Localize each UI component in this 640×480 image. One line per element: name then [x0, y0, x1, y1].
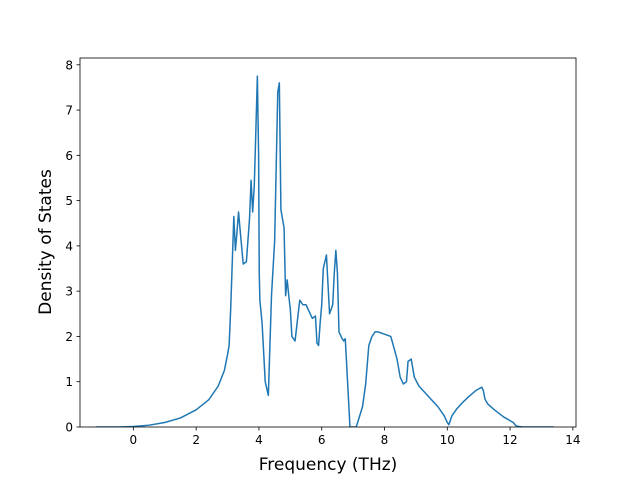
x-tick-label: 4 [255, 433, 263, 447]
y-tick-label: 6 [65, 149, 73, 163]
x-tick-label: 6 [318, 433, 326, 447]
plot-area [79, 57, 577, 428]
axes-frame [79, 57, 577, 428]
x-tick-label: 10 [440, 433, 455, 447]
x-tick-label: 0 [130, 433, 138, 447]
y-tick-label: 4 [65, 239, 73, 253]
y-tick-label: 0 [65, 421, 73, 435]
x-axis-label: Frequency (THz) [259, 455, 398, 475]
y-tick-label: 1 [65, 375, 73, 389]
y-tick-label: 5 [65, 194, 73, 208]
x-tick-label: 2 [192, 433, 200, 447]
y-tick-label: 8 [65, 58, 73, 72]
x-axis-ticks: 0 2 4 6 8 10 12 14 [130, 427, 581, 447]
y-axis-ticks: 0 1 2 3 4 5 6 7 8 [65, 58, 80, 435]
series-line-0 [95, 75, 555, 427]
x-tick-label: 12 [502, 433, 517, 447]
y-tick-label: 7 [65, 104, 73, 118]
y-axis-label: Density of States [36, 169, 56, 315]
y-tick-label: 2 [65, 330, 73, 344]
x-tick-label: 14 [565, 433, 580, 447]
x-tick-label: 8 [381, 433, 389, 447]
y-tick-label: 3 [65, 285, 73, 299]
